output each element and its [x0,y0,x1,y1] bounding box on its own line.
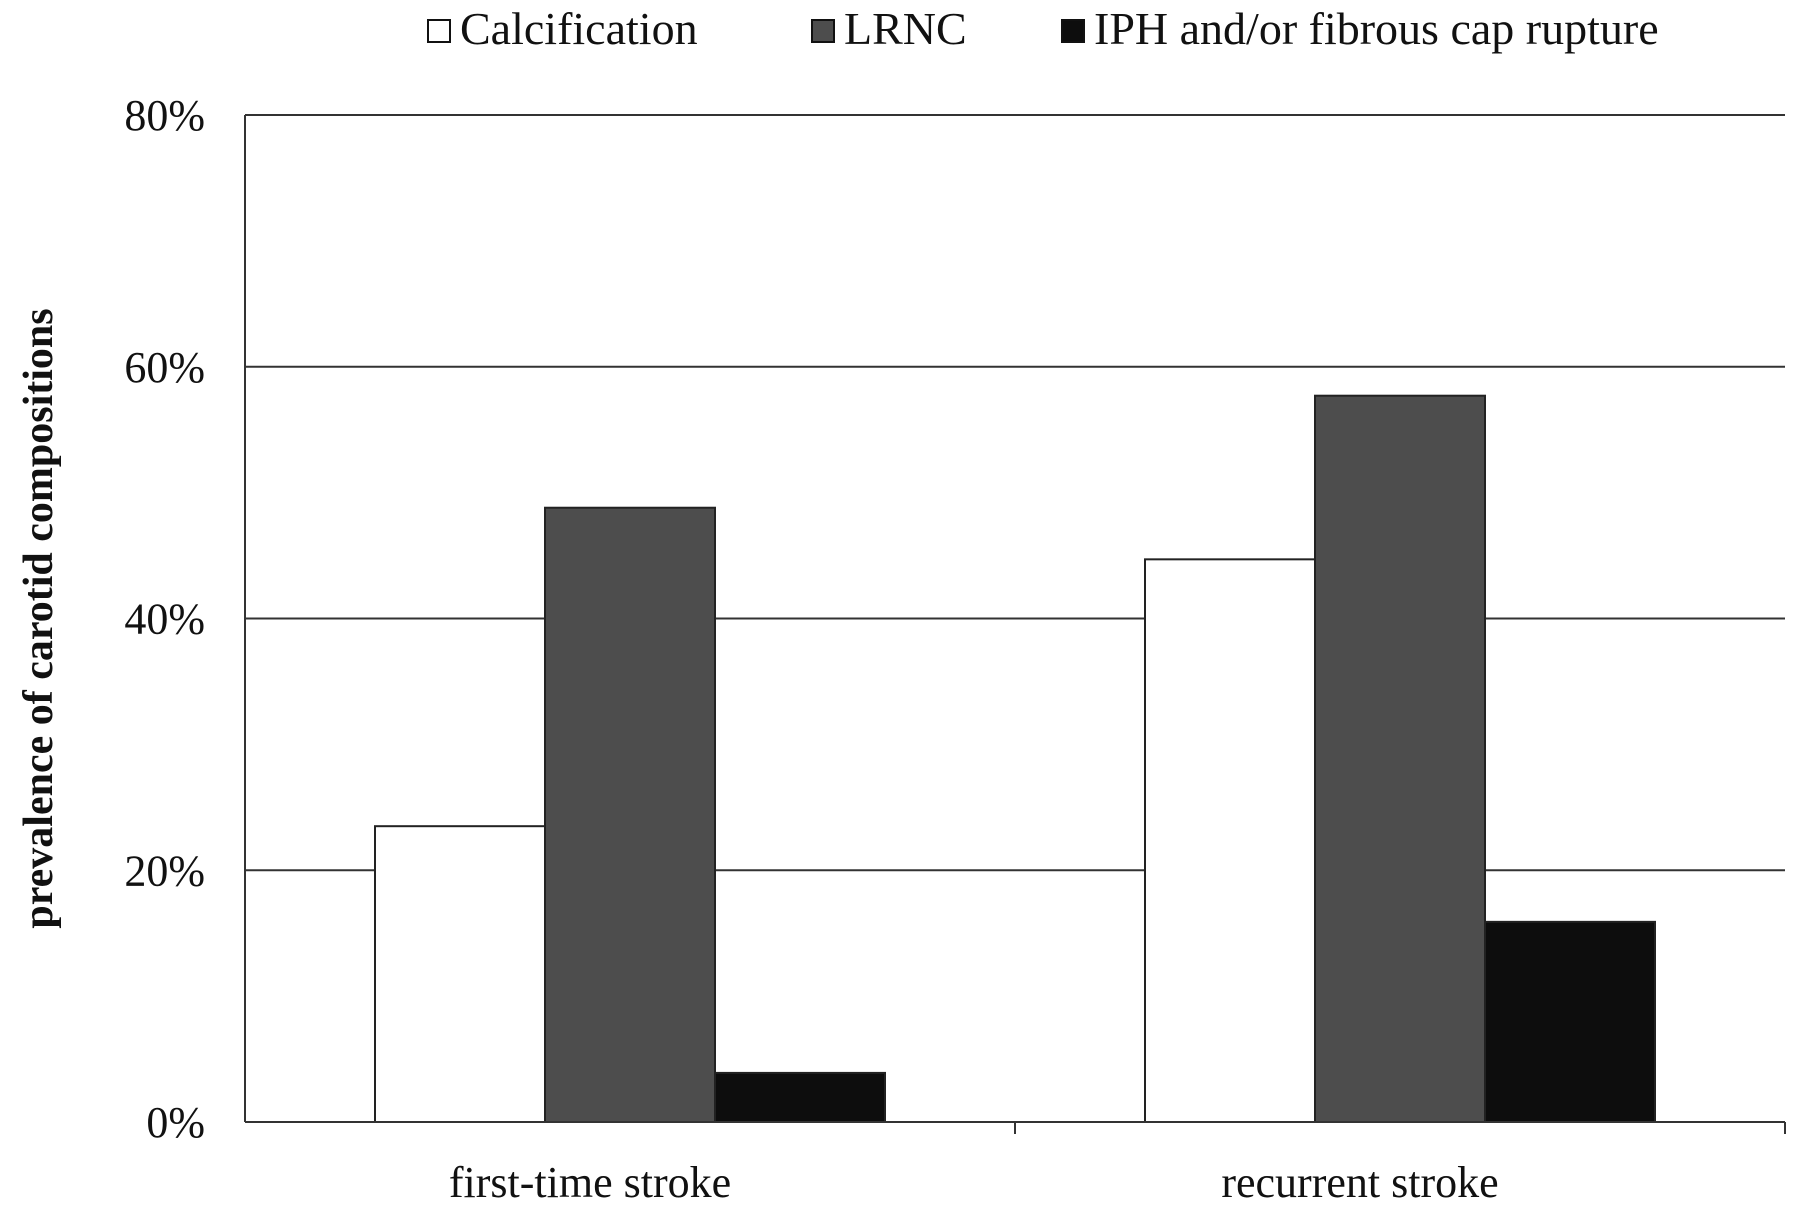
y-tick-label: 0% [146,1098,205,1147]
y-tick-label: 60% [124,343,205,392]
legend: Calcification LRNC IPH and/or fibrous cap … [427,3,1659,54]
legend-swatch [427,19,451,43]
bar-calcification-0 [374,825,546,1123]
x-tick-label: recurrent stroke [1221,1158,1498,1207]
y-tick-label: 80% [124,91,205,140]
bar-iph-and-or-fibrous-cap-rupture-0 [714,1071,886,1123]
legend-swatch [811,19,835,43]
bar-calcification-1 [1144,558,1316,1123]
x-tick-label: first-time stroke [449,1158,731,1207]
bar-lrnc-0 [544,506,716,1124]
bar-iph-and-or-fibrous-cap-rupture-1 [1484,920,1656,1124]
legend-label: IPH and/or fibrous cap rupture [1094,3,1659,54]
legend-item: LRNC [811,3,967,54]
legend-item: IPH and/or fibrous cap rupture [1061,3,1659,54]
bar-lrnc-1 [1314,394,1486,1124]
axes: 0% 20% 40% 60% 80% first-time stroke recurrent… [124,91,1786,1207]
legend-label: Calcification [460,3,698,54]
gridlines [245,114,1785,872]
legend-item: Calcification [427,3,698,54]
y-tick-label: 20% [124,846,205,895]
legend-swatch [1061,19,1085,43]
y-axis-title: prevalence of carotid compositions [16,308,62,928]
legend-label: LRNC [844,3,967,54]
y-tick-label: 40% [124,595,205,644]
bars [374,394,1656,1124]
